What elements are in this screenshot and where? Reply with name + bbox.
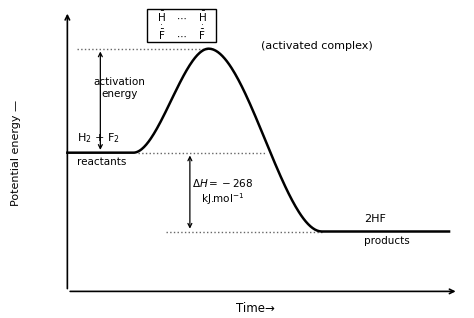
Text: 2HF: 2HF [364, 214, 386, 224]
Text: reactants: reactants [77, 157, 126, 167]
Text: $\Delta H = -268$
kJ.mol$^{-1}$: $\Delta H = -268$ kJ.mol$^{-1}$ [192, 177, 254, 207]
Text: H$_2$ + F$_2$: H$_2$ + F$_2$ [77, 131, 119, 145]
Text: Potential energy —: Potential energy — [10, 100, 20, 206]
Text: :: : [160, 22, 163, 31]
Text: $\bar{\mathrm{H}}$: $\bar{\mathrm{H}}$ [198, 10, 206, 24]
Text: $\bar{\mathrm{F}}$: $\bar{\mathrm{F}}$ [157, 28, 165, 43]
Text: $\bar{\mathrm{H}}$: $\bar{\mathrm{H}}$ [157, 10, 165, 24]
FancyBboxPatch shape [147, 9, 216, 42]
Text: $\bar{\mathrm{F}}$: $\bar{\mathrm{F}}$ [198, 28, 206, 43]
Text: Time→: Time→ [237, 302, 275, 315]
Text: :: : [201, 22, 203, 31]
Text: products: products [364, 236, 410, 246]
Text: (activated complex): (activated complex) [261, 40, 372, 51]
Text: $\cdots$: $\cdots$ [176, 12, 187, 23]
Text: $\cdots$: $\cdots$ [176, 31, 187, 40]
Text: activation
energy: activation energy [93, 77, 145, 99]
